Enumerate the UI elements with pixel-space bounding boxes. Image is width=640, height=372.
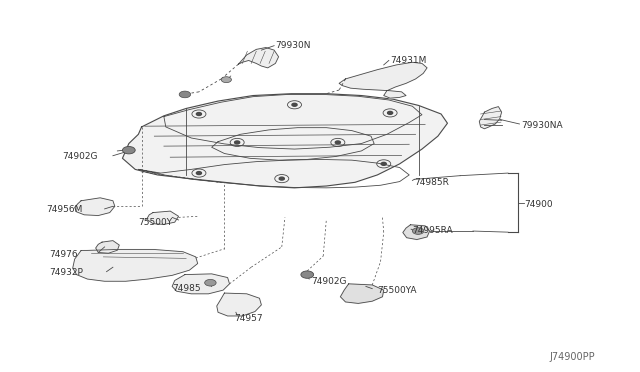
Text: 74985R: 74985R xyxy=(414,178,449,187)
Circle shape xyxy=(292,103,297,106)
Polygon shape xyxy=(403,225,429,240)
Text: J74900PP: J74900PP xyxy=(549,352,595,362)
Polygon shape xyxy=(172,274,230,294)
Circle shape xyxy=(235,141,240,144)
Text: 74932P: 74932P xyxy=(49,268,83,277)
Circle shape xyxy=(412,228,424,234)
Polygon shape xyxy=(75,198,115,215)
Circle shape xyxy=(179,91,191,98)
Text: 74995RA: 74995RA xyxy=(412,226,453,235)
Text: 74956M: 74956M xyxy=(46,205,83,215)
Circle shape xyxy=(381,162,387,165)
Text: 79930N: 79930N xyxy=(275,41,311,50)
Text: 75500Y: 75500Y xyxy=(138,218,173,227)
Polygon shape xyxy=(479,107,502,129)
Text: 74902G: 74902G xyxy=(62,152,97,161)
Polygon shape xyxy=(239,48,278,68)
Polygon shape xyxy=(147,211,179,224)
Circle shape xyxy=(279,177,284,180)
Text: 74985: 74985 xyxy=(172,284,201,293)
Text: 74931M: 74931M xyxy=(390,56,426,65)
Text: 74976: 74976 xyxy=(49,250,78,259)
Polygon shape xyxy=(217,293,261,316)
Text: 74902G: 74902G xyxy=(312,277,348,286)
Text: 75500YA: 75500YA xyxy=(378,286,417,295)
Polygon shape xyxy=(340,284,384,304)
Circle shape xyxy=(196,171,202,174)
Circle shape xyxy=(335,141,340,144)
Polygon shape xyxy=(96,241,119,253)
Polygon shape xyxy=(122,94,447,188)
Circle shape xyxy=(196,112,202,115)
Polygon shape xyxy=(73,250,198,281)
Circle shape xyxy=(122,147,135,154)
Circle shape xyxy=(205,279,216,286)
Circle shape xyxy=(388,112,393,114)
Circle shape xyxy=(221,77,232,83)
Text: 74957: 74957 xyxy=(234,314,262,323)
Polygon shape xyxy=(339,62,427,98)
Text: 79930NA: 79930NA xyxy=(521,121,563,129)
Text: 74900: 74900 xyxy=(524,200,552,209)
Circle shape xyxy=(301,271,314,278)
